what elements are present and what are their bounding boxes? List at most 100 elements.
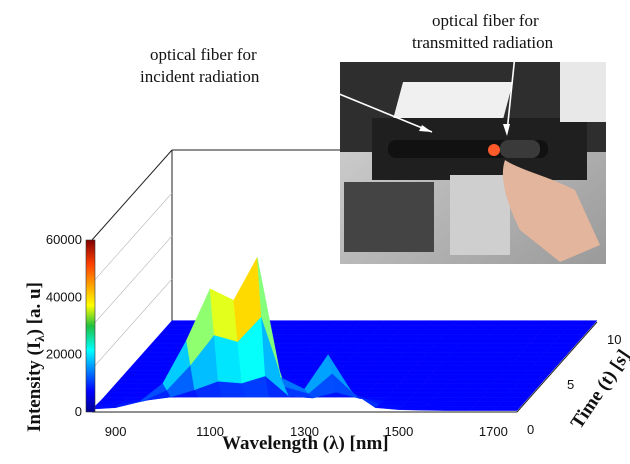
surface-patch: [269, 338, 299, 344]
surface-patch: [359, 369, 389, 375]
surface-patch: [426, 374, 456, 380]
y-tick-label: 5: [567, 377, 574, 392]
surface-patch: [423, 324, 452, 330]
surface-patch: [336, 342, 365, 348]
surface-patch: [414, 360, 444, 366]
surface-patch: [434, 365, 464, 371]
surface-patch: [277, 329, 307, 335]
surface-patch: [91, 404, 121, 410]
surface-patch: [292, 365, 322, 371]
surface-patch: [387, 338, 417, 344]
surface-patch: [450, 347, 480, 353]
surface-patch: [568, 320, 598, 326]
surface-patch: [111, 383, 141, 389]
surface-patch: [356, 347, 385, 353]
surface-patch: [462, 360, 491, 366]
surface-patch: [438, 333, 468, 339]
surface-patch: [147, 342, 177, 348]
surface-patch: [402, 374, 432, 380]
surface-patch: [403, 320, 433, 326]
surface-patch: [301, 329, 330, 335]
surface-patch: [123, 369, 153, 375]
surface-patch: [434, 392, 463, 398]
surface-patch: [391, 360, 420, 366]
surface-patch: [410, 392, 440, 398]
surface-patch: [426, 401, 455, 407]
surface-patch: [426, 347, 456, 353]
grid-line: [91, 235, 173, 327]
surface-patch: [348, 329, 377, 335]
surface-patch: [422, 378, 452, 384]
z-tick-label: 20000: [46, 347, 82, 362]
surface-patch: [406, 369, 436, 375]
grid-line: [91, 278, 173, 370]
surface-patch: [391, 333, 421, 339]
surface-patch: [375, 351, 405, 357]
surface-patch: [501, 342, 531, 348]
surface-patch: [281, 351, 310, 357]
surface-patch: [332, 320, 362, 326]
surface-patch: [450, 374, 479, 380]
incident-arrowhead-icon: [419, 125, 432, 132]
surface-patch: [289, 342, 318, 348]
surface-patch: [498, 320, 527, 326]
y-tick-label: 10: [607, 332, 621, 347]
surface-patch: [541, 324, 570, 330]
x-axis-title: Wavelength (λ) [nm]: [222, 433, 389, 454]
surface-patch: [281, 324, 311, 330]
surface-patch: [344, 333, 373, 339]
surface-patch: [513, 329, 543, 335]
surface-patch: [446, 324, 476, 330]
surface-patch: [489, 356, 519, 362]
surface-patch: [548, 342, 578, 348]
surface-patch: [309, 320, 338, 326]
surface-patch: [363, 392, 392, 398]
surface-patch: [521, 347, 550, 353]
surface-patch: [477, 369, 507, 375]
surface-patch: [446, 378, 475, 384]
surface-patch: [512, 383, 542, 389]
surface-patch: [332, 347, 361, 353]
surface-patch: [127, 365, 157, 371]
surface-patch: [470, 324, 500, 330]
surface-patch: [305, 324, 334, 330]
surface-patch: [398, 378, 428, 384]
surface-patch: [454, 369, 483, 375]
surface-patch: [411, 338, 440, 344]
surface-patch: [461, 387, 491, 393]
z-axis-title: Intensity (Iλ) [a. u]: [24, 282, 47, 432]
surface-patch: [284, 374, 314, 380]
surface-patch: [532, 360, 562, 366]
surface-patch: [383, 342, 413, 348]
surface-patch: [422, 351, 452, 357]
surface-patch: [328, 351, 357, 357]
surface-patch: [445, 405, 475, 411]
surface-patch: [466, 329, 496, 335]
surface-patch: [399, 324, 429, 330]
surface-patch: [217, 381, 246, 398]
surface-patch: [379, 347, 409, 353]
surface-patch: [458, 365, 487, 371]
surface-patch: [159, 329, 189, 335]
surface-patch: [382, 396, 412, 402]
z-tick-labels: 0 20000 40000 60000: [46, 232, 82, 419]
incident-fiber-pointer: [304, 79, 433, 133]
x-tick-labels: 900 1100 1300 1500 1700: [105, 424, 508, 439]
surface-patch: [430, 396, 459, 402]
surface-patch: [285, 347, 314, 353]
surface-patch: [395, 356, 424, 362]
x-tick-label: 1700: [479, 424, 508, 439]
surface-patch: [485, 360, 515, 366]
surface-patch: [308, 347, 338, 353]
left-top-edge: [91, 149, 173, 241]
surface-patch: [406, 396, 436, 402]
surface-patch: [537, 329, 566, 335]
surface-patch: [544, 347, 574, 353]
surface-patch: [344, 360, 373, 366]
surface-patch: [446, 351, 476, 357]
surface-patch: [478, 342, 507, 348]
surface-patch: [528, 365, 558, 371]
surface-patch: [490, 329, 519, 335]
surface-patch: [119, 374, 149, 380]
